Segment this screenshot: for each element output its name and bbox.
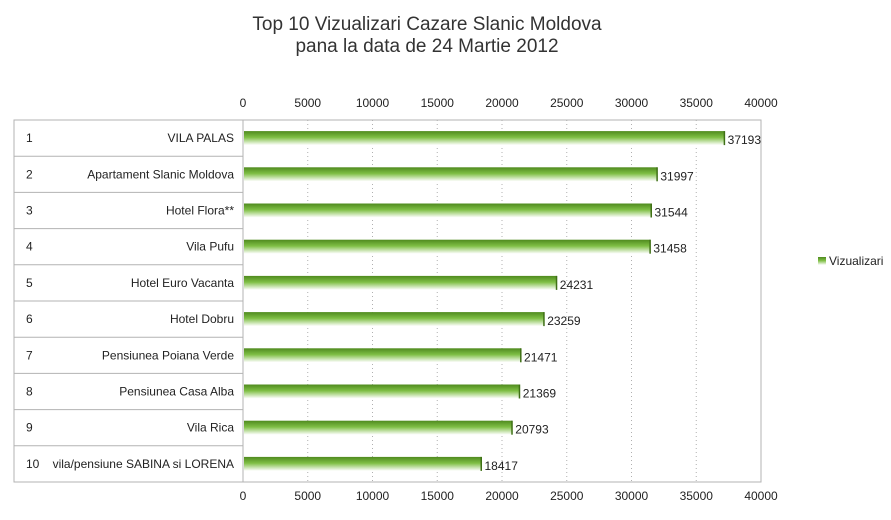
data-label: 31997 <box>660 169 694 183</box>
rank-label: 6 <box>26 312 33 326</box>
bar-end <box>723 131 726 146</box>
x-tick-label-top: 5000 <box>294 96 321 110</box>
bar <box>244 384 520 399</box>
bar <box>244 239 651 254</box>
bar-end <box>480 456 483 471</box>
data-label: 18417 <box>485 459 519 473</box>
data-label: 31544 <box>654 206 688 220</box>
bar-end <box>650 203 652 218</box>
chart-title-line-2: pana la data de 24 Martie 2012 <box>295 36 558 57</box>
legend-swatch <box>818 257 826 265</box>
category-label: Hotel Euro Vacanta <box>131 276 234 290</box>
bars-layer: 37193 31997 31544 31458 24231 23259 21471 21369… <box>244 131 761 473</box>
rank-label: 2 <box>26 167 33 181</box>
x-tick-label-top: 0 <box>240 96 247 110</box>
data-label: 20793 <box>515 423 549 437</box>
category-label: Vila Pufu <box>186 240 234 254</box>
rank-label: 8 <box>26 385 33 399</box>
category-label: Apartament Slanic Moldova <box>87 167 234 181</box>
x-tick-label-bottom: 15000 <box>421 489 455 503</box>
bar <box>244 203 652 218</box>
x-tick-label-top: 25000 <box>550 96 584 110</box>
rank-label: 7 <box>26 348 33 362</box>
x-tick-label-top: 15000 <box>421 96 455 110</box>
x-axis-ticks: 0 0 5000 5000 10000 10000 15000 15000 20000 20000… <box>240 96 778 503</box>
bar-end <box>543 312 545 327</box>
rank-label: 9 <box>26 421 33 435</box>
x-tick-label-top: 20000 <box>485 96 519 110</box>
bar <box>244 456 482 471</box>
category-label: Vila Rica <box>187 421 234 435</box>
bar-end <box>555 275 558 290</box>
category-label: Hotel Dobru <box>170 312 234 326</box>
bar-end <box>520 348 522 363</box>
chart-title-line-1: Top 10 Vizualizari Cazare Slanic Moldova <box>252 14 602 35</box>
x-tick-label-bottom: 20000 <box>485 489 519 503</box>
x-tick-label-top: 35000 <box>680 96 714 110</box>
x-tick-label-top: 10000 <box>356 96 390 110</box>
bar <box>244 312 545 327</box>
data-label: 23259 <box>547 314 581 328</box>
rank-label: 4 <box>26 240 33 254</box>
x-tick-label-top: 30000 <box>615 96 649 110</box>
legend-label: Vizualizari <box>829 254 883 268</box>
rank-label: 3 <box>26 204 33 218</box>
data-label: 21369 <box>523 387 557 401</box>
x-tick-label-bottom: 10000 <box>356 489 390 503</box>
bar-end <box>656 167 658 182</box>
category-label: Pensiunea Poiana Verde <box>102 348 234 362</box>
x-tick-label-top: 40000 <box>744 96 778 110</box>
data-label: 31458 <box>653 242 687 256</box>
data-label: 37193 <box>728 133 762 147</box>
x-tick-label-bottom: 5000 <box>294 489 321 503</box>
category-table: 1 VILA PALAS 2 Apartament Slanic Moldova 3 Ho… <box>13 119 244 483</box>
bar <box>244 167 658 182</box>
category-label: VILA PALAS <box>168 131 235 145</box>
rank-label: 5 <box>26 276 33 290</box>
x-tick-label-bottom: 40000 <box>744 489 778 503</box>
category-label: Hotel Flora** <box>166 204 234 218</box>
x-tick-label-bottom: 35000 <box>680 489 714 503</box>
bar <box>244 275 557 290</box>
data-label: 21471 <box>524 350 558 364</box>
x-tick-label-bottom: 0 <box>240 489 247 503</box>
category-label: Pensiunea Casa Alba <box>119 385 234 399</box>
bar-end <box>518 384 521 399</box>
x-tick-label-bottom: 30000 <box>615 489 649 503</box>
data-label: 24231 <box>560 278 594 292</box>
legend: Vizualizari <box>818 254 883 268</box>
bar-end <box>511 420 513 435</box>
x-tick-label-bottom: 25000 <box>550 489 584 503</box>
bar <box>244 131 725 146</box>
bar-end <box>649 239 651 254</box>
bar <box>244 348 522 363</box>
rank-label: 10 <box>26 457 40 471</box>
category-label: vila/pensiune SABINA si LORENA <box>53 457 234 471</box>
bar <box>244 420 513 435</box>
rank-label: 1 <box>26 131 33 145</box>
